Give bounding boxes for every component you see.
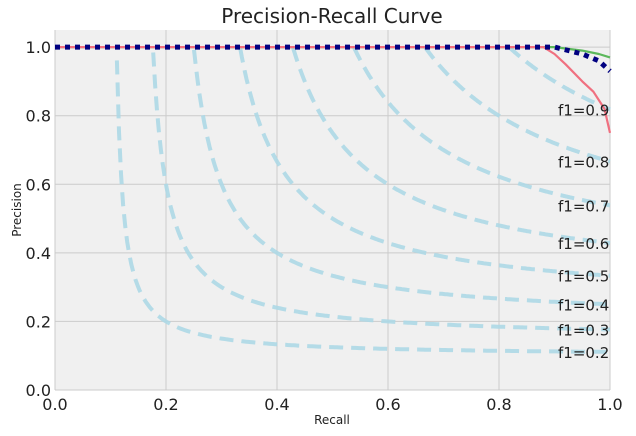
y-axis-label: Precision bbox=[10, 183, 24, 237]
iso-f1-label: f1=0.9 bbox=[558, 101, 609, 119]
iso-f1-label: f1=0.8 bbox=[558, 153, 609, 171]
y-tick-label: 0.8 bbox=[26, 107, 51, 126]
iso-f1-curve bbox=[352, 46, 611, 208]
iso-f1-label: f1=0.2 bbox=[558, 344, 609, 362]
plot-background bbox=[55, 30, 610, 390]
y-tick-label: 1.0 bbox=[26, 38, 51, 57]
x-tick-label: 1.0 bbox=[597, 395, 622, 414]
iso-f1-curve bbox=[151, 52, 610, 332]
iso-f1-curve bbox=[423, 46, 611, 164]
iso-f1-curve bbox=[114, 60, 610, 354]
iso-f1-label: f1=0.3 bbox=[558, 321, 609, 339]
y-tick-label: 0.0 bbox=[26, 381, 51, 400]
y-tick-label: 0.4 bbox=[26, 244, 51, 263]
iso-f1-curve bbox=[507, 45, 611, 112]
iso-f1-curves bbox=[114, 45, 611, 354]
x-tick-label: 0.8 bbox=[486, 395, 511, 414]
y-tick-label: 0.6 bbox=[26, 175, 51, 194]
iso-f1-label: f1=0.7 bbox=[558, 197, 609, 215]
x-tick-label: 0.4 bbox=[264, 395, 289, 414]
iso-f1-curve bbox=[192, 49, 611, 307]
x-axis-label: Recall bbox=[314, 413, 350, 427]
iso-f1-curve bbox=[238, 48, 611, 278]
x-tick-label: 0.6 bbox=[375, 395, 400, 414]
iso-f1-label: f1=0.6 bbox=[558, 235, 609, 253]
chart-title: Precision-Recall Curve bbox=[221, 4, 442, 28]
series-lines bbox=[55, 44, 612, 134]
iso-f1-label: f1=0.5 bbox=[558, 268, 609, 286]
y-tick-label: 0.2 bbox=[26, 312, 51, 331]
iso-f1-curve bbox=[291, 47, 611, 246]
x-tick-label: 0.0 bbox=[42, 395, 67, 414]
series-line bbox=[55, 44, 612, 73]
iso-f1-labels: f1=0.2 f1=0.3 f1=0.4 f1=0.5 f1=0.6 f1=0.7 f1=0… bbox=[558, 101, 609, 361]
tick-labels: 0.0 0.2 0.4 0.6 0.8 1.0 0.0 0.2 0.4 0.6 0.8 1.0 bbox=[26, 38, 623, 414]
x-tick-label: 0.2 bbox=[153, 395, 178, 414]
iso-f1-label: f1=0.4 bbox=[558, 296, 609, 314]
